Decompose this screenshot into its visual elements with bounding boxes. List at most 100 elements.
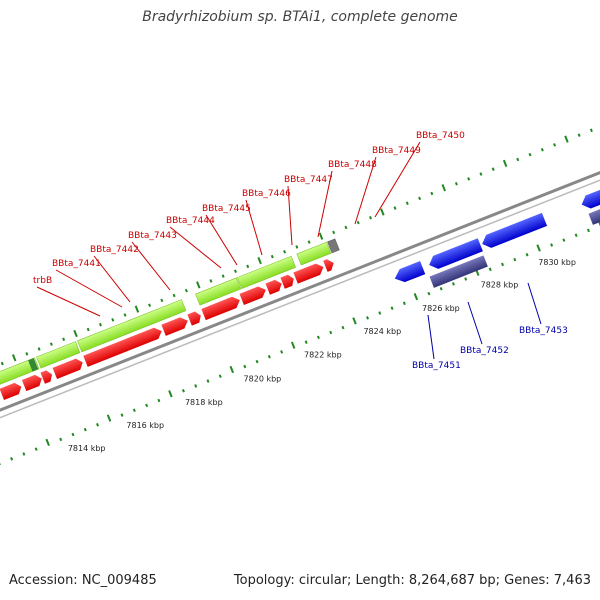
forward-cds[interactable]	[83, 326, 164, 367]
forward-gene[interactable]	[236, 255, 296, 289]
forward-cds[interactable]	[201, 295, 242, 321]
reverse-gene-label[interactable]: BBta_7453	[519, 326, 568, 336]
reverse-cds[interactable]	[579, 185, 600, 211]
forward-cds[interactable]	[187, 310, 203, 326]
tick-mark	[62, 337, 66, 342]
tick-mark	[246, 264, 250, 269]
tick-mark	[536, 244, 541, 252]
forward-gene-row	[0, 238, 340, 386]
forward-gene-label[interactable]: BBta_7443	[128, 231, 177, 241]
leader-line	[93, 255, 131, 303]
tick-mark	[439, 286, 443, 291]
tick-mark	[0, 361, 4, 366]
tick-mark	[83, 427, 87, 432]
leader-line	[131, 241, 171, 291]
forward-gene[interactable]	[36, 341, 81, 369]
scale-label: 7814 kbp	[68, 444, 106, 453]
accession-text: Accession: NC_009485	[9, 573, 157, 588]
scale-label: 7830 kbp	[538, 258, 576, 267]
tick-mark	[10, 457, 14, 461]
tick-mark	[98, 322, 102, 327]
forward-cds[interactable]	[0, 381, 24, 400]
tick-mark	[356, 220, 360, 225]
leader-line	[205, 214, 238, 266]
reverse-gene[interactable]	[429, 255, 488, 288]
tick-mark	[49, 342, 53, 346]
tick-mark	[427, 291, 431, 296]
tick-mark	[184, 288, 188, 293]
forward-cds[interactable]	[161, 315, 190, 336]
scale-label: 7816 kbp	[126, 421, 164, 430]
forward-cds[interactable]	[280, 273, 296, 289]
forward-gene-label[interactable]: BBta_7442	[90, 245, 139, 255]
tick-mark	[11, 354, 17, 362]
forward-gene-label[interactable]: trbB	[33, 276, 52, 286]
forward-cds[interactable]	[265, 278, 284, 295]
forward-gene[interactable]	[327, 238, 340, 254]
forward-gene-label[interactable]: BBta_7450	[416, 131, 465, 141]
tick-mark	[96, 423, 100, 427]
tick-mark	[267, 355, 271, 359]
tick-mark	[307, 240, 311, 244]
tick-mark	[145, 403, 149, 408]
tick-mark	[418, 196, 422, 201]
tick-mark	[280, 350, 284, 354]
reverse-gene[interactable]	[588, 202, 600, 225]
tick-mark	[194, 384, 198, 388]
tick-mark	[71, 432, 75, 437]
leader-line	[55, 269, 123, 308]
reverse-cds[interactable]	[480, 212, 548, 251]
forward-gene-label[interactable]: BBta_7449	[372, 146, 421, 156]
tick-mark	[574, 233, 578, 238]
tick-mark	[22, 452, 26, 456]
tick-mark	[243, 364, 247, 369]
tick-mark	[564, 135, 569, 143]
forward-gene[interactable]	[195, 277, 242, 306]
tick-mark	[344, 225, 348, 230]
reverse-cds[interactable]	[427, 238, 483, 271]
tick-mark	[221, 274, 225, 278]
genome-track: 7814 kbp 7816 kbp 7818 kbp 7820 kbp 7822 kbp…	[0, 128, 600, 466]
tick-mark	[405, 201, 409, 205]
tick-mark	[295, 245, 299, 249]
scale-label-row: 7814 kbp 7816 kbp 7818 kbp 7820 kbp 7822 kbp…	[68, 258, 576, 453]
tick-mark	[577, 133, 581, 137]
tick-mark	[550, 243, 554, 247]
forward-gene-label[interactable]: BBta_7441	[52, 259, 101, 269]
reverse-gene-label[interactable]: BBta_7451	[412, 361, 461, 371]
tick-mark	[501, 262, 505, 267]
tick-mark	[168, 390, 173, 398]
reverse-gene-labels: BBta_7451 BBta_7452 BBta_7453	[412, 282, 568, 371]
forward-gene-label[interactable]: BBta_7446	[242, 189, 291, 199]
tick-mark	[329, 330, 333, 335]
tick-mark	[479, 172, 483, 176]
tick-mark	[37, 347, 41, 351]
leader-line	[245, 199, 263, 256]
forward-cds[interactable]	[323, 257, 336, 272]
reverse-gene-label[interactable]: BBta_7452	[460, 346, 509, 356]
forward-cds[interactable]	[40, 369, 55, 384]
forward-gene-label[interactable]: BBta_7447	[284, 175, 333, 185]
tick-mark	[430, 191, 434, 196]
genome-summary-text: Topology: circular; Length: 8,264,687 bp…	[233, 573, 591, 588]
tick-mark	[366, 316, 370, 320]
reverse-cds[interactable]	[392, 261, 426, 285]
forward-gene[interactable]	[0, 357, 40, 386]
tick-mark	[525, 252, 529, 257]
tick-mark	[209, 279, 213, 283]
tick-mark	[454, 182, 458, 186]
trbB-gene[interactable]	[28, 358, 39, 372]
forward-gene[interactable]	[296, 241, 332, 266]
tick-mark	[318, 232, 324, 240]
tick-mark	[181, 389, 185, 393]
forward-gene-label[interactable]: BBta_7445	[202, 204, 251, 214]
forward-cds[interactable]	[293, 261, 325, 284]
forward-gene-label[interactable]: BBta_7444	[166, 216, 215, 226]
forward-cds[interactable]	[21, 373, 44, 392]
forward-cds[interactable]	[52, 357, 85, 379]
forward-gene[interactable]	[77, 299, 187, 353]
forward-cds[interactable]	[239, 284, 268, 306]
forward-gene-label[interactable]: BBta_7448	[328, 160, 377, 170]
tick-mark	[352, 317, 357, 325]
